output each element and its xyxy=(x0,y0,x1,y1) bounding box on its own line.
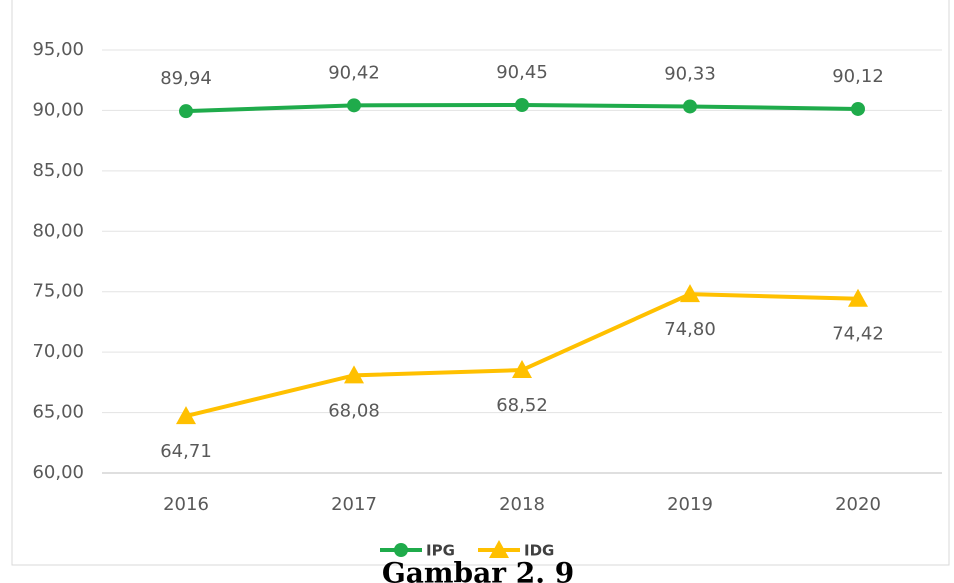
data-label: 68,08 xyxy=(328,400,380,421)
data-label: 74,42 xyxy=(832,324,884,345)
legend-marker xyxy=(394,543,408,557)
point xyxy=(851,101,865,116)
y-tick-label: 80,00 xyxy=(32,220,84,241)
x-tick-label: 2016 xyxy=(163,494,209,515)
y-tick-label: 60,00 xyxy=(32,462,84,483)
legend-label: IDG xyxy=(524,542,554,560)
x-tick-label: 2017 xyxy=(331,494,377,515)
point xyxy=(179,104,193,119)
data-label: 90,42 xyxy=(328,62,380,83)
data-label: 90,12 xyxy=(832,66,884,87)
data-label: 74,80 xyxy=(664,319,716,340)
y-tick-label: 70,00 xyxy=(32,341,84,362)
y-tick-label: 85,00 xyxy=(32,160,84,181)
point xyxy=(344,365,364,384)
point xyxy=(848,288,868,307)
data-label: 68,52 xyxy=(496,395,548,416)
point xyxy=(512,360,532,379)
x-tick-label: 2018 xyxy=(499,494,545,515)
x-tick-label: 2020 xyxy=(835,494,881,515)
data-label: 90,45 xyxy=(496,62,548,83)
x-tick-label: 2019 xyxy=(667,494,713,515)
data-label: 64,71 xyxy=(160,441,212,462)
y-tick-label: 90,00 xyxy=(32,99,84,120)
caption: Gambar 2. 9 xyxy=(382,557,574,583)
y-tick-label: 65,00 xyxy=(32,402,84,423)
point xyxy=(176,406,196,425)
legend-marker xyxy=(489,540,509,558)
data-label: 90,33 xyxy=(664,63,716,84)
data-label: 89,94 xyxy=(160,68,212,89)
y-tick-label: 95,00 xyxy=(32,39,84,60)
legend-label: IPG xyxy=(426,542,455,560)
point xyxy=(680,284,700,303)
chart-frame xyxy=(11,0,950,566)
point xyxy=(683,99,697,114)
y-tick-label: 75,00 xyxy=(32,281,84,302)
point xyxy=(515,97,529,112)
point xyxy=(347,98,361,113)
